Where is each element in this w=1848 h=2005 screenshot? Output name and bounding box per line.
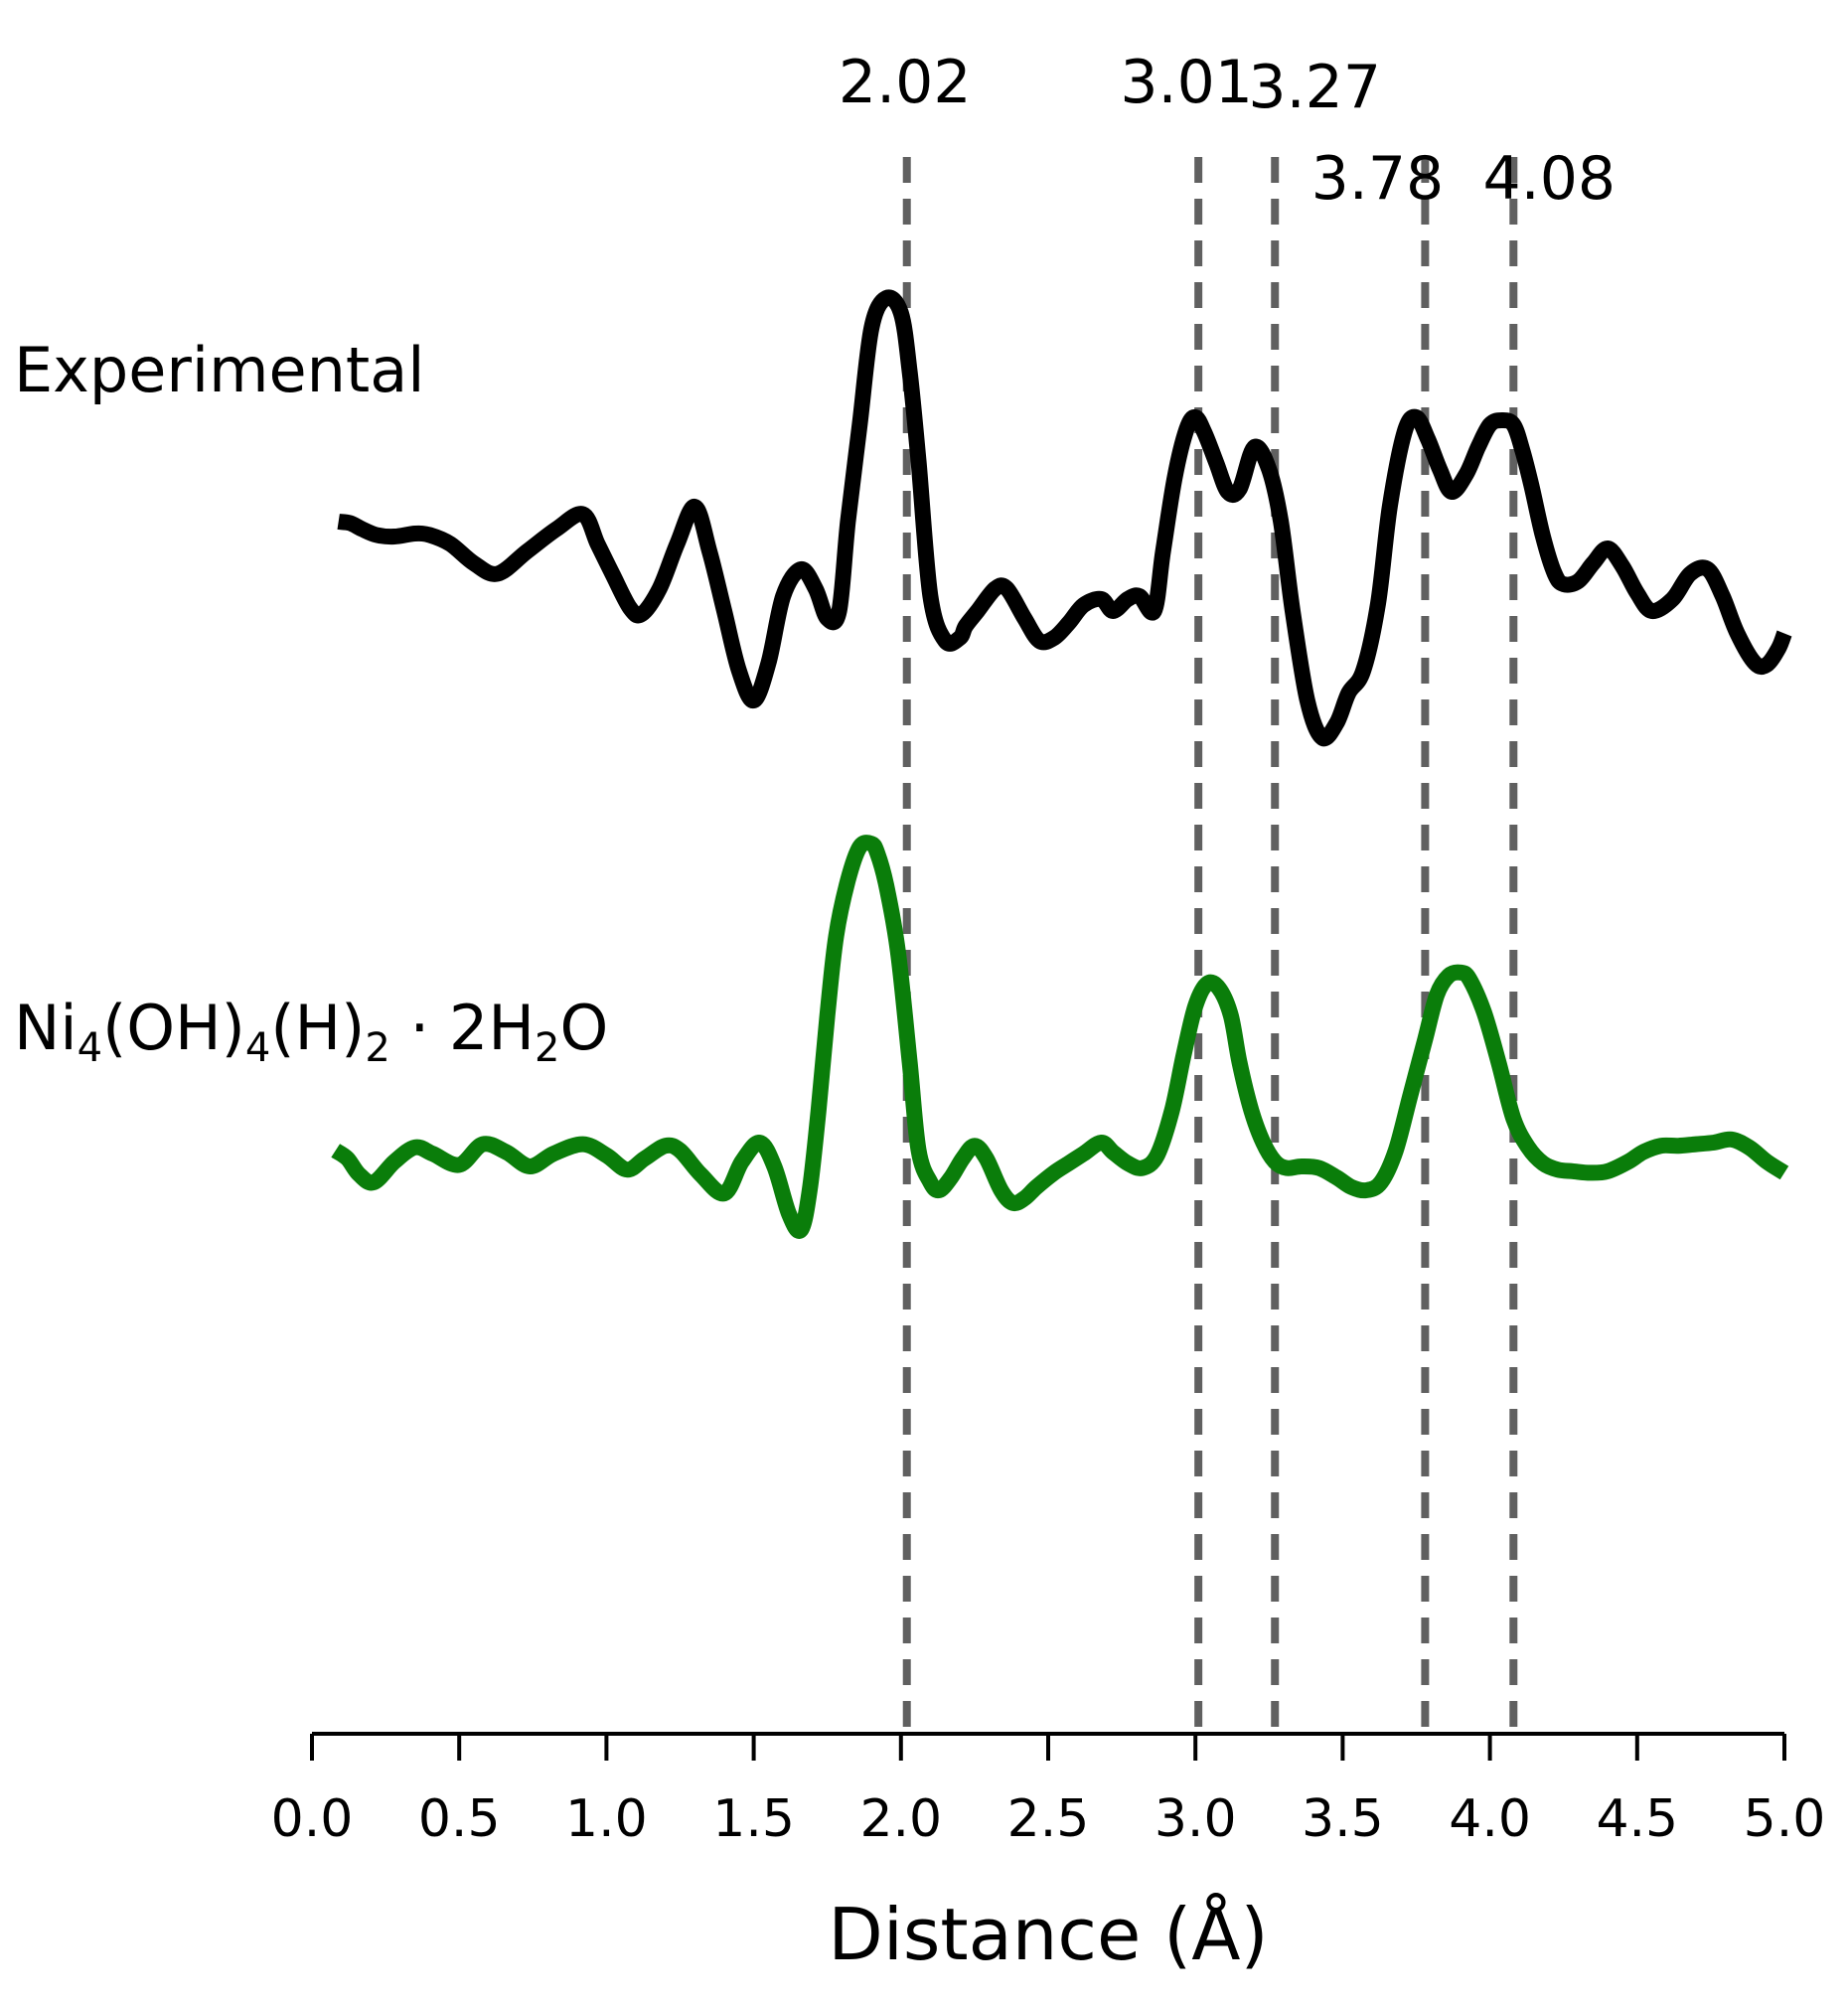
x-tick-label-2-0: 2.0 bbox=[859, 1789, 942, 1849]
x-tick-label-3-0: 3.0 bbox=[1155, 1789, 1237, 1849]
reference-label-2-02: 2.02 bbox=[839, 48, 972, 117]
x-tick-label-4-5: 4.5 bbox=[1596, 1789, 1678, 1849]
x-tick-label-5-0: 5.0 bbox=[1744, 1789, 1826, 1849]
reference-labels: 2.02 3.013.27 3.78 4.08 bbox=[839, 48, 1616, 214]
x-axis-title: Distance (Å) bbox=[828, 1893, 1268, 1976]
x-tick-label-0-0: 0.0 bbox=[271, 1789, 354, 1849]
series-group bbox=[331, 289, 1792, 1239]
x-tick-label-2-5: 2.5 bbox=[1007, 1789, 1090, 1849]
x-tick-label-1-5: 1.5 bbox=[712, 1789, 795, 1849]
reference-label-3-27: 3.27 bbox=[1248, 53, 1381, 122]
x-tick-label-4-0: 4.0 bbox=[1449, 1789, 1531, 1849]
x-tick-label-0-5: 0.5 bbox=[418, 1789, 501, 1849]
reference-label-4-08: 4.08 bbox=[1483, 144, 1617, 214]
series-line-experimental bbox=[337, 289, 1792, 747]
x-tick-label-1-0: 1.0 bbox=[565, 1789, 648, 1849]
x-tick-label-3-5: 3.5 bbox=[1302, 1789, 1384, 1849]
series-label-ni4oh4h2: Ni4(OH)4(H)2 · 2H2O bbox=[14, 992, 608, 1071]
series-line-ni4oh4h2-2h2o bbox=[331, 835, 1789, 1239]
reference-label-3-01: 3.01 bbox=[1120, 48, 1253, 117]
x-ticks: 0.0 0.5 1.0 1.5 2.0 2.5 3.0 3.5 4.0 4.5 5.0 bbox=[271, 1734, 1826, 1849]
series-label-experimental: Experimental bbox=[14, 334, 424, 406]
reference-lines bbox=[902, 157, 1518, 1729]
reference-label-3-78: 3.78 bbox=[1311, 144, 1445, 214]
